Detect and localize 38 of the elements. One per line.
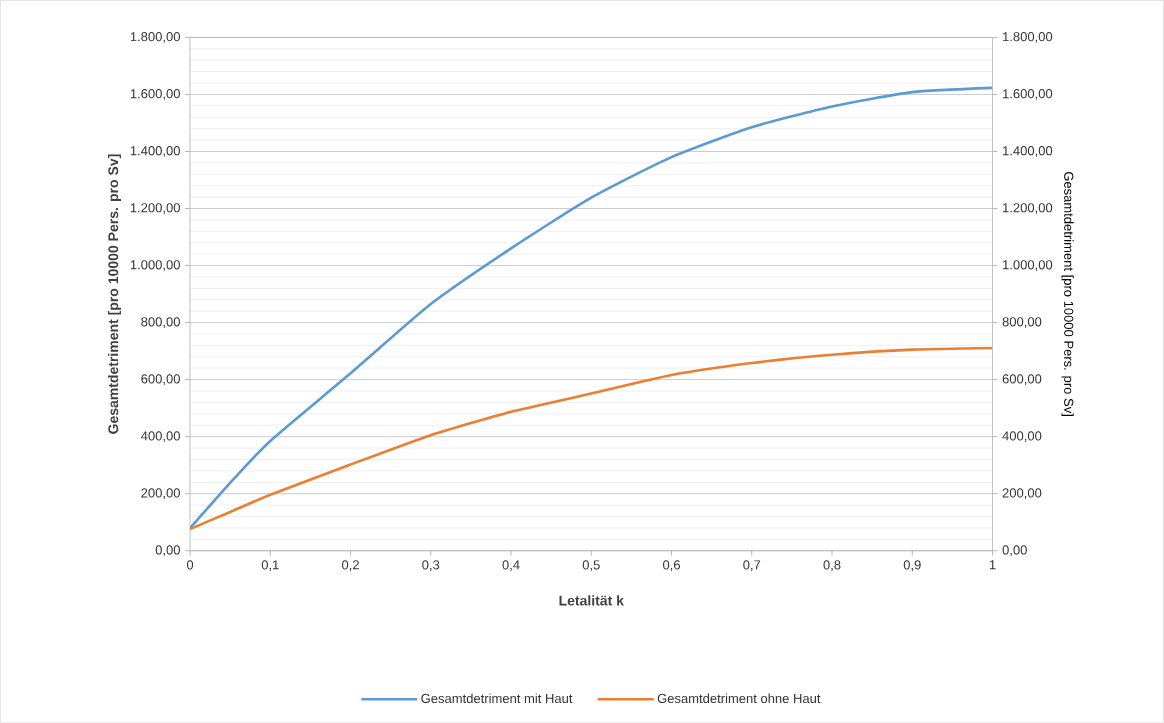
y2-tick-label: 0,00 — [1002, 545, 1027, 557]
y2-tick-label: 200,00 — [1002, 488, 1042, 500]
y-tick-label: 1.400,00 — [130, 146, 180, 157]
x-tick-label: 0,1 — [261, 560, 279, 572]
y-axis-title: Gesamtdetriment [pro 10000 Pers. pro Sv] — [107, 154, 121, 435]
y-tick-label: 1.000,00 — [130, 260, 180, 272]
x-tick-label: 0,5 — [582, 560, 600, 572]
y-tick-label: 600,00 — [141, 374, 180, 386]
y-tick-label: 0,00 — [155, 545, 180, 557]
y2-tick-label: 1.800,00 — [1003, 32, 1053, 43]
y-tick-label: 1.800,00 — [130, 32, 180, 43]
y2-tick-label: 800,00 — [1002, 317, 1042, 329]
line-series — [190, 86, 993, 530]
x-tick-label: 0,2 — [342, 560, 359, 572]
line-series — [190, 346, 993, 531]
x-tick-label: 0,9 — [903, 560, 921, 572]
y2-tick-label: 1.200,00 — [1003, 203, 1053, 215]
y-tick-label: 1.600,00 — [130, 89, 180, 100]
y2-tick-label: 1.600,00 — [1003, 89, 1053, 100]
x-tick-label: 0,3 — [422, 560, 440, 572]
x-axis-title: Letalität k — [559, 595, 624, 606]
legend-label: Gesamtdetriment mit Haut — [421, 693, 573, 704]
y-tick-label: 400,00 — [141, 431, 180, 443]
y2-axis-title: Gesamtdetriment [pro 10000 Pers. pro Sv] — [1061, 172, 1074, 417]
y-tick-label: 800,00 — [141, 317, 180, 329]
y2-tick-label: 600,00 — [1002, 374, 1042, 386]
y2-tick-label: 400,00 — [1002, 431, 1042, 443]
x-tick-label: 0,4 — [502, 560, 520, 572]
x-tick-label: 1 — [989, 560, 996, 570]
y2-tick-label: 1.400,00 — [1003, 146, 1053, 157]
x-tick-label: 0 — [186, 560, 194, 570]
x-tick-label: 0,8 — [823, 560, 841, 572]
x-tick-label: 0,6 — [662, 560, 680, 572]
y-tick-label: 200,00 — [141, 488, 180, 500]
x-tick-label: 0,7 — [743, 560, 761, 572]
y-tick-label: 1.200,00 — [130, 203, 180, 215]
y2-tick-label: 1.000,00 — [1003, 260, 1053, 272]
legend-label: Gesamtdetriment ohne Haut — [657, 693, 821, 704]
